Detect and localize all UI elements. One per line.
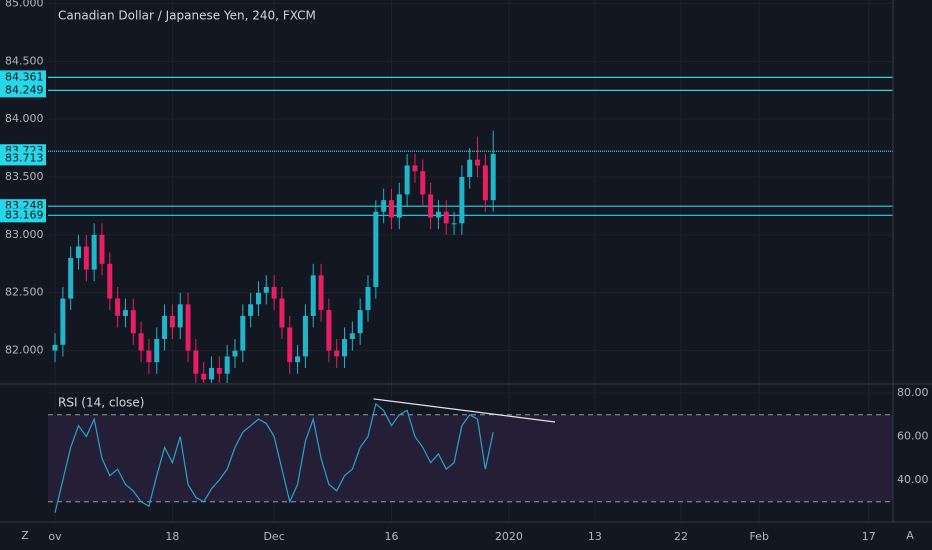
last-price-label: 83.713	[5, 151, 44, 164]
candle-body	[443, 211, 449, 224]
candle-body	[490, 153, 496, 201]
x-tick-label: 18	[165, 530, 179, 543]
level-label-box	[0, 83, 46, 98]
candle-body	[60, 298, 66, 345]
x-tick-label: Feb	[749, 530, 768, 543]
candle-body	[342, 339, 348, 357]
candle-body	[255, 292, 261, 305]
candle-body	[295, 356, 301, 363]
x-tick-label: 2020	[495, 530, 523, 543]
x-tick-label: 16	[384, 530, 398, 543]
y-tick-label: 84.500	[5, 54, 44, 67]
x-tick-label: Dec	[263, 530, 284, 543]
y-tick-label: 83.500	[5, 170, 44, 183]
candle-body	[162, 315, 168, 340]
candle-body	[381, 200, 387, 212]
y-tick-label: 80.00	[897, 386, 929, 399]
candle-body	[396, 194, 402, 218]
candle-body	[349, 333, 355, 340]
candle-body	[68, 258, 74, 299]
axis-button[interactable]: A	[906, 529, 914, 542]
candle-body	[209, 367, 215, 380]
candle-body	[130, 310, 136, 334]
level-label-box	[0, 208, 46, 223]
candle-body	[154, 339, 160, 363]
y-tick-label: 82.500	[5, 286, 44, 299]
candle-body	[169, 315, 175, 328]
y-tick-label: 40.00	[897, 473, 929, 486]
candle-body	[146, 350, 152, 363]
candle-body	[240, 315, 246, 351]
candle-body	[193, 350, 199, 374]
x-tick-label: ov	[48, 530, 62, 543]
candle-body	[467, 159, 473, 178]
candle-body	[107, 263, 113, 299]
candle-body	[83, 246, 89, 270]
chart-title: Canadian Dollar / Japanese Yen, 240, FXC…	[58, 9, 316, 23]
candle-body	[224, 356, 230, 374]
candle-body	[302, 315, 308, 357]
y-tick-label: 60.00	[897, 430, 929, 443]
candle-body	[201, 373, 207, 380]
candle-body	[52, 344, 58, 351]
level-label: 84.249	[5, 83, 44, 96]
candle-body	[318, 275, 324, 311]
candle-body	[482, 165, 488, 201]
candle-body	[216, 367, 222, 374]
trendline	[373, 398, 556, 423]
candle-body	[287, 327, 293, 363]
level-label: 83.169	[5, 208, 44, 221]
x-tick-label: 13	[588, 530, 602, 543]
candle-body	[428, 194, 434, 218]
rsi-band	[48, 414, 893, 502]
axis-button[interactable]: Z	[21, 529, 29, 542]
y-tick-label: 85.000	[5, 0, 44, 9]
last-price-box	[0, 151, 46, 166]
candle-body	[435, 211, 441, 218]
candle-body	[76, 246, 82, 259]
rsi-line	[54, 402, 494, 513]
candle-body	[248, 304, 254, 316]
candle-body	[326, 310, 332, 351]
x-tick-label: 17	[862, 530, 876, 543]
candle-body	[91, 234, 97, 270]
y-tick-label: 82.000	[5, 344, 44, 357]
candle-body	[279, 298, 285, 328]
candle-body	[365, 286, 371, 311]
candle-body	[420, 171, 426, 195]
candle-body	[475, 159, 481, 166]
candle-body	[404, 165, 410, 195]
candle-body	[177, 304, 183, 328]
candle-body	[263, 286, 269, 293]
candle-body	[412, 165, 418, 172]
x-tick-label: 22	[674, 530, 688, 543]
y-tick-label: 83.000	[5, 228, 44, 241]
candle-body	[357, 310, 363, 334]
candle-body	[115, 298, 121, 316]
level-label: 84.361	[5, 70, 44, 83]
candle-body	[451, 223, 457, 225]
candle-body	[310, 275, 316, 316]
rsi-title: RSI (14, close)	[58, 396, 144, 410]
candle-body	[334, 350, 340, 357]
candle-body	[185, 304, 191, 351]
candle-body	[373, 211, 379, 287]
level-label-box	[0, 70, 46, 85]
candle-body	[232, 350, 238, 357]
candle-body	[388, 200, 394, 218]
y-tick-label: 84.000	[5, 112, 44, 125]
candle-body	[122, 310, 128, 316]
candle-body	[271, 286, 277, 299]
candle-body	[138, 333, 144, 351]
candle-body	[459, 177, 465, 224]
candle-body	[99, 234, 105, 264]
